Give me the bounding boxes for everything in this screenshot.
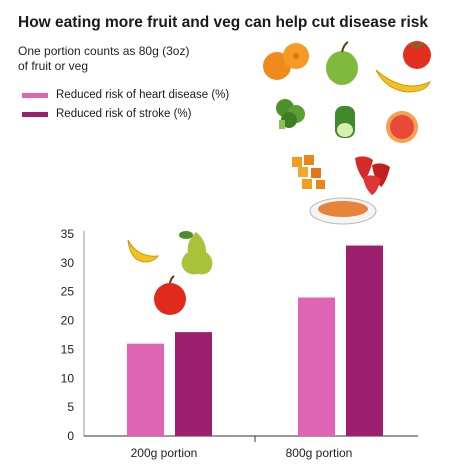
subtitle-line-1: One portion counts as 80g (3oz) [18, 44, 190, 58]
y-tick-label: 10 [61, 371, 75, 385]
y-ticks: 0 5 10 15 20 25 30 35 [61, 227, 75, 443]
x-category-label: 800g portion [286, 446, 353, 460]
apple-icon [326, 41, 358, 85]
grapefruit-icon [386, 111, 418, 143]
tomato-icon [403, 41, 431, 69]
orange-icon [263, 43, 309, 80]
x-category-label: 200g portion [131, 446, 198, 460]
cucumber-icon [335, 106, 355, 138]
y-tick-label: 20 [61, 314, 75, 328]
pear-icon [179, 231, 213, 275]
legend-item-heart: Reduced risk of heart disease (%) [22, 86, 229, 104]
strawberries-icon [355, 156, 390, 195]
bar-heart-1 [127, 343, 164, 436]
bar-stroke-1 [175, 332, 212, 436]
soup-bowl-icon [309, 197, 377, 225]
y-tick-label: 30 [61, 256, 75, 270]
chart-subtitle: One portion counts as 80g (3oz) of fruit… [18, 44, 189, 74]
legend-swatch-heart [22, 92, 48, 98]
carrots-icon [292, 155, 325, 189]
y-tick-label: 0 [67, 429, 74, 443]
banana-icon [375, 69, 431, 93]
legend: Reduced risk of heart disease (%) Reduce… [22, 86, 229, 124]
broccoli-icon [276, 99, 305, 129]
legend-swatch-stroke [22, 111, 48, 117]
bars [127, 245, 383, 436]
subtitle-line-2: of fruit or veg [18, 59, 89, 73]
x-categories: 200g portion 800g portion [131, 446, 353, 460]
bar-stroke-2 [346, 245, 383, 436]
apple-icon [154, 275, 186, 315]
y-tick-label: 15 [61, 342, 75, 356]
legend-label-heart: Reduced risk of heart disease (%) [56, 89, 230, 101]
chart-title: How eating more fruit and veg can help c… [18, 14, 429, 31]
y-tick-label: 25 [61, 285, 75, 299]
y-tick-label: 35 [61, 227, 75, 241]
banana-icon [127, 239, 160, 263]
legend-item-stroke: Reduced risk of stroke (%) [22, 105, 229, 123]
bar-heart-2 [298, 297, 335, 436]
legend-label-stroke: Reduced risk of stroke (%) [56, 108, 192, 120]
y-tick-label: 5 [67, 400, 74, 414]
